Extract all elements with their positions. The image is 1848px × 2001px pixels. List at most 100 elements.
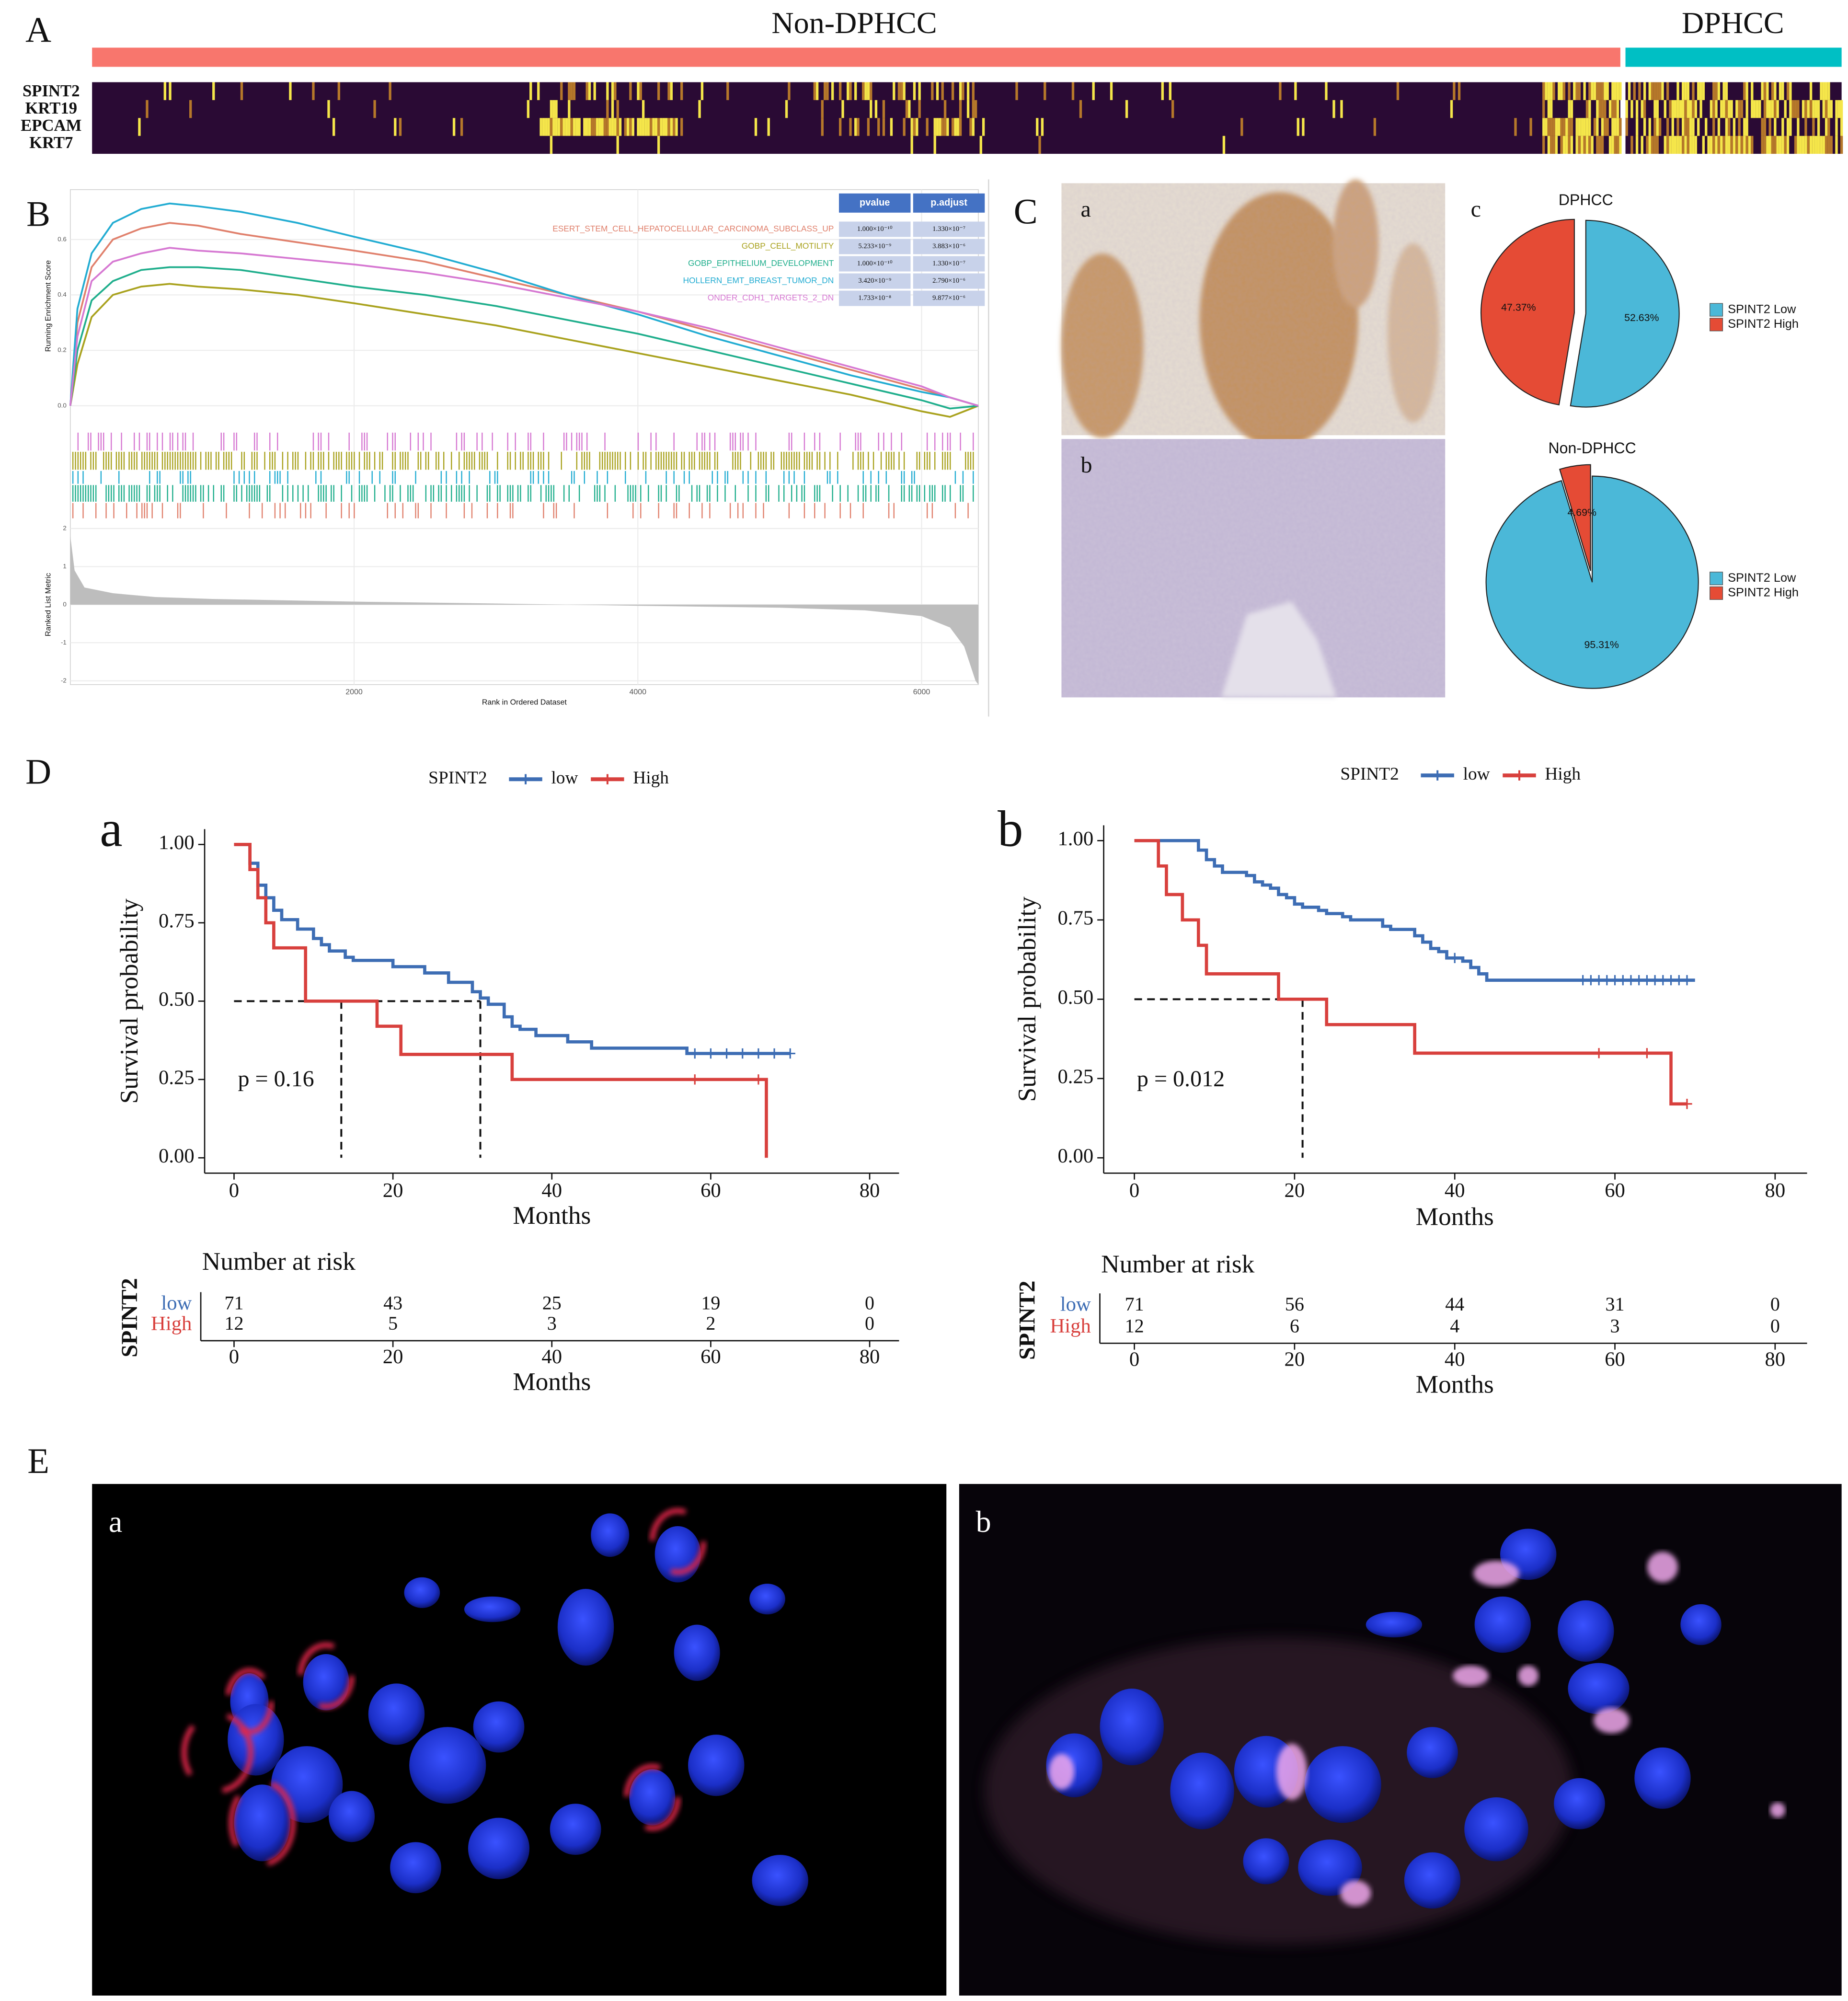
nucleus <box>1170 1752 1234 1829</box>
x-tick-label: 40 <box>1445 1348 1465 1371</box>
heatmap-cell <box>1671 136 1674 154</box>
heatmap-cell <box>1588 100 1591 118</box>
membrane-stain <box>225 1668 274 1735</box>
y-tick-label: 0.75 <box>159 910 195 932</box>
heatmap-cell <box>1702 82 1705 100</box>
heatmap-cell <box>1689 136 1692 154</box>
heatmap-cell <box>910 118 913 136</box>
heatmap-cell <box>1542 136 1545 154</box>
nucleus <box>234 1784 290 1862</box>
heatmap-cell <box>959 118 962 136</box>
heatmap-cell <box>1340 100 1343 118</box>
heatmap-cell <box>841 100 844 118</box>
heatmap-cell <box>969 118 972 136</box>
heatmap-cell <box>1616 82 1619 100</box>
heatmap-cell <box>550 100 553 118</box>
heatmap-cell <box>908 100 911 118</box>
heatmap-cell <box>327 100 330 118</box>
heatmap-cell <box>1840 136 1843 154</box>
heatmap-cell <box>823 82 826 100</box>
group-label: Non-DPHCC <box>771 6 937 40</box>
heatmap-cell <box>941 118 944 136</box>
heatmap-cell <box>903 82 906 100</box>
heatmap-cell <box>1601 100 1604 118</box>
heatmap-cell <box>1720 136 1723 154</box>
heatmap-cell <box>1664 100 1666 118</box>
heatmap-cell <box>1825 136 1828 154</box>
heatmap-cell <box>1588 136 1591 154</box>
pink-stain <box>1453 1665 1489 1686</box>
panel-label: D <box>25 752 51 792</box>
slice-label: 4.69% <box>1567 507 1596 518</box>
legend-label: ESERT_STEM_CELL_HEPATOCELLULAR_CARCINOMA… <box>552 224 834 233</box>
heatmap-cell <box>959 100 962 118</box>
censor-mark <box>1594 1048 1604 1058</box>
heatmap-cell <box>583 118 586 136</box>
survival-curve <box>1134 839 1695 982</box>
heatmap-cell <box>1674 136 1677 154</box>
heatmap-cell <box>1781 136 1784 154</box>
heatmap-cell <box>1575 82 1578 100</box>
heatmap-cell <box>568 100 571 118</box>
heatmap-cell <box>1583 118 1586 136</box>
censor-mark <box>689 1048 700 1059</box>
heatmap-cell <box>1641 136 1643 154</box>
table-value: 3.883×10⁻⁶ <box>932 242 965 250</box>
censor-mark <box>1641 1048 1653 1058</box>
heatmap-cell <box>1774 118 1777 136</box>
enrichment-line <box>69 266 979 410</box>
heatmap-cell <box>642 118 645 136</box>
heatmap-cell <box>1679 100 1682 118</box>
heatmap-cell <box>979 136 982 154</box>
heatmap-cell <box>1692 82 1695 100</box>
heatmap-cell <box>1614 82 1617 100</box>
x-tick-label: 20 <box>1285 1179 1305 1202</box>
heatmap-cell <box>1635 136 1639 154</box>
heatmap-cell <box>1015 82 1018 100</box>
table-cell <box>838 273 911 289</box>
x-tick-label: 0 <box>1129 1348 1139 1371</box>
table-header-label: p.adjust <box>930 197 967 208</box>
heatmap-cell <box>1725 118 1728 136</box>
heatmap-cell <box>1044 82 1046 100</box>
heatmap-cell <box>972 100 975 118</box>
pink-stain <box>1647 1552 1678 1583</box>
heatmap-cell <box>611 82 614 100</box>
heatmap-cell <box>555 100 558 118</box>
heatmap-cell <box>1835 118 1838 136</box>
heatmap-cell <box>1676 82 1679 100</box>
heatmap-cell <box>1608 100 1612 118</box>
heatmap-cell <box>644 118 647 136</box>
heatmap-cell <box>1679 136 1682 154</box>
heatmap-cell <box>1751 82 1754 100</box>
x-tick-label: 40 <box>541 1346 562 1368</box>
heatmap-cell <box>1758 100 1761 118</box>
heatmap-cell <box>1822 100 1825 118</box>
risk-value: 19 <box>701 1292 720 1313</box>
heatmap-cell <box>1722 82 1725 100</box>
heatmap-cell <box>289 82 292 100</box>
heatmap-cell <box>389 82 391 100</box>
heatmap-cell <box>1689 100 1692 118</box>
group-bar <box>92 47 1620 67</box>
heatmap-cell <box>1804 100 1807 118</box>
heatmap-cell <box>943 100 947 118</box>
heatmap-cell <box>1570 100 1573 118</box>
heatmap-cell <box>1740 136 1744 154</box>
legend-title: SPINT2 <box>1340 764 1399 784</box>
heatmap-cell <box>916 118 918 136</box>
legend-label: SPINT2 Low <box>1728 302 1796 316</box>
y-tick-label: 0.2 <box>57 346 67 354</box>
heatmap-cell <box>1294 82 1297 100</box>
heatmap-cell <box>1547 136 1550 154</box>
heatmap-cell <box>527 100 530 118</box>
heatmap-cell <box>1699 100 1702 118</box>
panel-sub-label: a <box>100 801 122 858</box>
heatmap-cell <box>1565 136 1568 154</box>
x-tick-label: 60 <box>1605 1348 1625 1371</box>
heatmap-cell <box>982 118 985 136</box>
heatmap-cell <box>1552 82 1555 100</box>
x-tick-label: 6000 <box>913 688 930 696</box>
heatmap-cell <box>1735 100 1738 118</box>
x-tick-label: 0 <box>229 1179 239 1202</box>
